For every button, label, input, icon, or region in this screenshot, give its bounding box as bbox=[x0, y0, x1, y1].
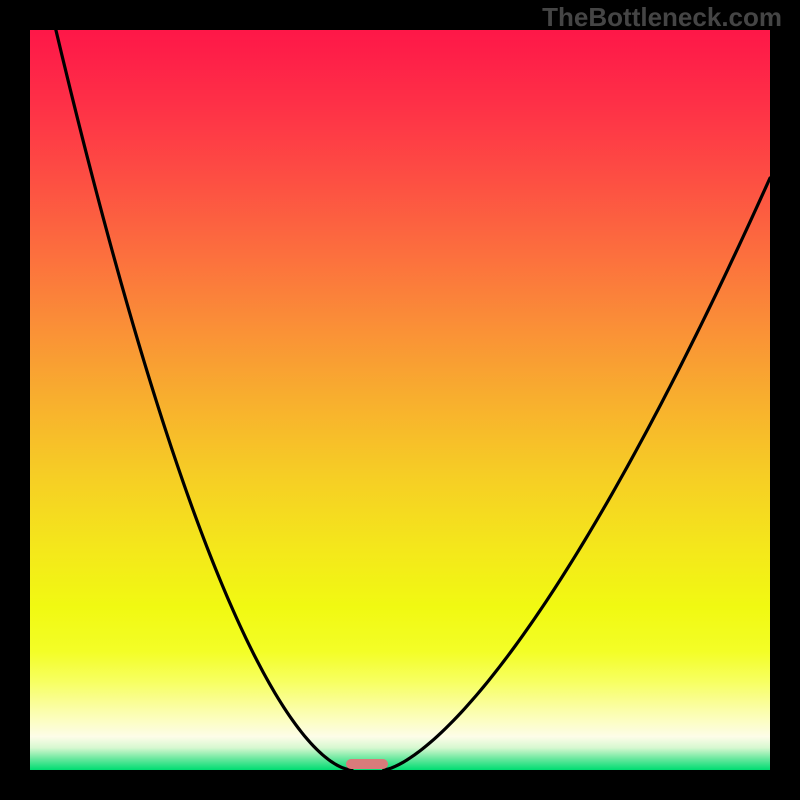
background-gradient bbox=[30, 30, 770, 770]
chart-container: TheBottleneck.com bbox=[0, 0, 800, 800]
plot-area bbox=[30, 30, 770, 770]
watermark-text: TheBottleneck.com bbox=[542, 2, 782, 33]
